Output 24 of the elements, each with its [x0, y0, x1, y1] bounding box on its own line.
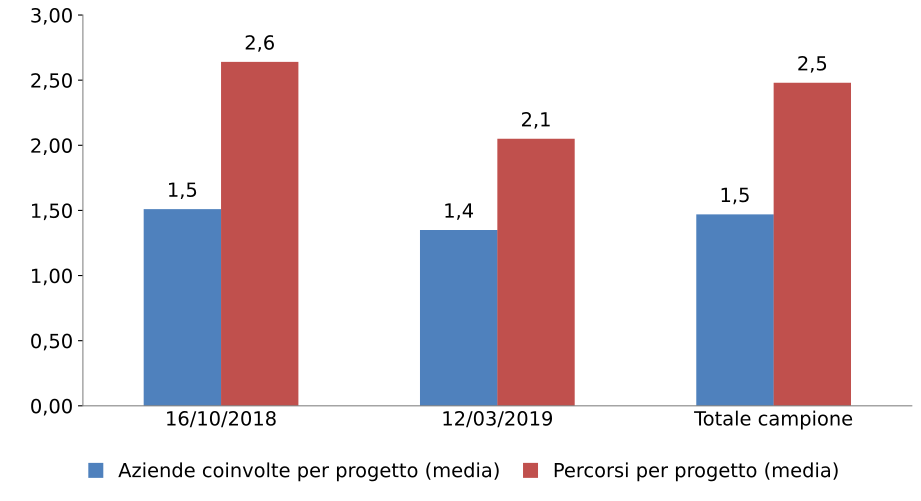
- legend-label: Percorsi per progetto (media): [554, 462, 838, 482]
- y-tick-label: 3,00: [31, 8, 72, 25]
- y-tick-label: 1,00: [32, 268, 72, 286]
- bar: [696, 214, 774, 406]
- data-label: 1,4: [445, 203, 474, 220]
- x-tick-label: 16/10/2018: [167, 411, 276, 428]
- data-label: 2,5: [798, 56, 826, 73]
- bar: [774, 82, 852, 406]
- data-label: 1,5: [722, 188, 749, 204]
- bar: [420, 230, 498, 406]
- x-tick-label: 12/03/2019: [443, 411, 552, 428]
- data-label: 1,5: [169, 182, 196, 199]
- bar: [144, 209, 222, 406]
- legend-label: Aziende coinvolte per progetto (media): [118, 462, 499, 482]
- y-tick-label: 2,00: [31, 138, 72, 155]
- data-label: 2,6: [246, 35, 274, 52]
- y-tick-label: 0,50: [31, 334, 72, 350]
- data-label: 2,1: [522, 112, 550, 129]
- bar: [497, 138, 575, 406]
- y-tick-label: 0,00: [31, 398, 72, 416]
- bar: [221, 62, 298, 406]
- x-tick-label: Totale campione: [694, 410, 852, 430]
- y-tick-label: 1,50: [32, 203, 72, 220]
- y-tick-label: 2,50: [31, 73, 72, 90]
